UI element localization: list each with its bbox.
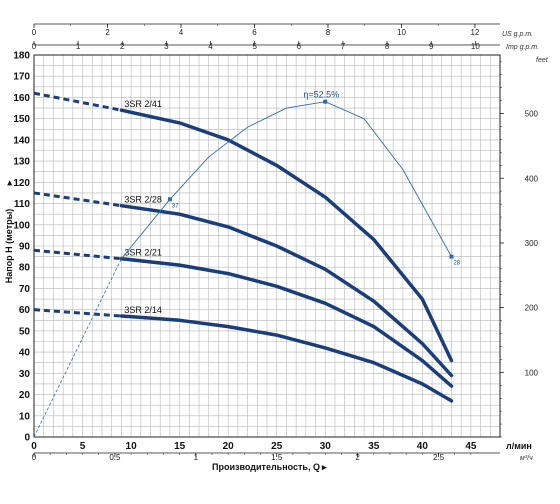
curve-label: 3SR 2/28	[124, 195, 162, 205]
m3h-tick-label: 0	[32, 453, 37, 462]
us-gpm-tick-label: 4	[179, 28, 184, 37]
imp-gpm-tick-label: 9	[429, 42, 434, 51]
x-tick-label: 20	[223, 441, 235, 452]
efficiency-point-marker	[449, 254, 454, 259]
m3h-tick-label: 2	[355, 453, 360, 462]
us-gpm-tick-label: 8	[326, 28, 331, 37]
curve-line	[119, 256, 454, 388]
imp-gpm-tick-label: 7	[341, 42, 346, 51]
m3h-tick-label: 0.5	[109, 453, 121, 462]
y-tick-label: 50	[19, 326, 31, 337]
curve-line	[119, 203, 454, 378]
efficiency-peak-marker	[323, 99, 328, 104]
y-tick-label: 20	[19, 390, 31, 401]
x-tick-label: 15	[174, 441, 186, 452]
curve-dashed-extension	[33, 308, 122, 318]
bottom-axis: 0 5 10 15 20 25 30 35 40 45	[31, 441, 477, 452]
imp-gpm-tick-label: 1	[76, 42, 81, 51]
us-gpm-tick-label: 2	[105, 28, 110, 37]
m3h-axis: 0 0.5 1 1.5 2 2.5	[32, 453, 472, 462]
efficiency-dashed-extension	[33, 258, 122, 438]
x-tick-label: 40	[417, 441, 429, 452]
y-tick-label: 170	[13, 72, 30, 83]
y-tick-label: 40	[19, 348, 31, 359]
efficiency-point-label: 28	[453, 261, 460, 267]
y-tick-label: 30	[19, 369, 31, 380]
y-tick-label: 60	[19, 305, 31, 316]
y-tick-label: 70	[19, 284, 31, 295]
feet-tick-label: 200	[525, 304, 539, 313]
m3h-unit: м³/ч	[520, 455, 533, 462]
imp-gpm-unit: Imp g.p.m.	[506, 44, 539, 51]
x-tick-label: 25	[271, 441, 283, 452]
left-axis: 0 10 20 30 40 50 60 70 80 90 100 110 120 130 140 150 160…	[13, 51, 30, 444]
efficiency-point-marker	[167, 197, 172, 202]
us-gpm-unit: US g.p.m.	[502, 31, 533, 38]
x-axis-unit: л/мин	[506, 441, 532, 451]
imp-gpm-tick-label: 10	[471, 42, 480, 51]
y-tick-label: 150	[13, 114, 30, 125]
x-axis-arrow: ▸	[321, 462, 327, 472]
us-gpm-tick-label: 10	[397, 28, 406, 37]
plot-frame	[33, 54, 501, 438]
curve-label: 3SR 2/41	[124, 99, 162, 109]
y-tick-label: 110	[14, 199, 31, 210]
y-tick-label: 90	[19, 242, 31, 253]
imp-gpm-tick-label: 3	[164, 42, 169, 51]
curve-dashed-extension	[33, 248, 122, 261]
y-axis-title: Напор H (метры)	[4, 209, 14, 284]
m3h-tick-label: 1.5	[271, 453, 283, 462]
y-axis-arrow: ▸	[4, 180, 14, 186]
m3h-tick-label: 1	[194, 453, 199, 462]
y-tick-label: 100	[13, 220, 30, 231]
curve-label: 3SR 2/21	[124, 248, 162, 258]
y-tick-label: 80	[19, 263, 31, 274]
right-axis-feet: 100 200 300 400 500	[500, 61, 539, 438]
x-tick-label: 10	[126, 441, 138, 452]
efficiency-point-label: 37	[172, 203, 179, 209]
feet-tick-label: 300	[525, 239, 539, 248]
y-tick-label: 10	[19, 411, 31, 422]
x-axis-title: Производительность, Q	[212, 462, 320, 472]
feet-tick-label: 100	[525, 368, 539, 377]
curve-dashed-extension	[33, 191, 122, 208]
x-tick-label: 0	[31, 441, 37, 452]
us-gpm-tick-label: 0	[32, 28, 37, 37]
x-tick-label: 35	[368, 441, 380, 452]
imp-gpm-tick-label: 4	[208, 42, 213, 51]
imp-gpm-tick-label: 6	[297, 42, 302, 51]
x-tick-label: 30	[320, 441, 332, 452]
grid	[33, 54, 501, 438]
y-tick-label: 160	[13, 93, 30, 104]
top-axes: 0 2 4 6 8 10 120 1 2 3 4 5 6 7 8 9 10	[32, 24, 480, 51]
curve-line	[119, 314, 454, 403]
feet-unit: feet	[536, 57, 549, 64]
us-gpm-tick-label: 12	[470, 28, 479, 37]
imp-gpm-tick-label: 2	[120, 42, 125, 51]
m3h-tick-label: 2.5	[433, 453, 445, 462]
us-gpm-tick-label: 6	[252, 28, 257, 37]
y-tick-label: 140	[13, 135, 30, 146]
curve-dashed-extension	[33, 91, 122, 112]
efficiency-curve: η=52.5% 37 28	[33, 90, 461, 438]
curve-line	[119, 108, 454, 363]
pump-curves: 3SR 2/41 3SR 2/28 3SR 2/21 3SR 2/14	[33, 91, 454, 403]
x-tick-label: 45	[465, 441, 477, 452]
y-tick-label: 130	[13, 157, 30, 168]
y-tick-label: 0	[24, 433, 30, 444]
imp-gpm-tick-label: 8	[385, 42, 390, 51]
y-tick-label: 120	[13, 178, 30, 189]
efficiency-line	[121, 101, 452, 259]
curve-label: 3SR 2/14	[124, 305, 162, 315]
y-tick-label: 180	[13, 51, 30, 62]
imp-gpm-tick-label: 5	[252, 42, 257, 51]
x-tick-label: 5	[80, 441, 86, 452]
feet-tick-label: 400	[525, 174, 539, 183]
imp-gpm-tick-label: 0	[32, 42, 37, 51]
feet-tick-label: 500	[525, 110, 539, 119]
efficiency-label: η=52.5%	[303, 90, 339, 100]
